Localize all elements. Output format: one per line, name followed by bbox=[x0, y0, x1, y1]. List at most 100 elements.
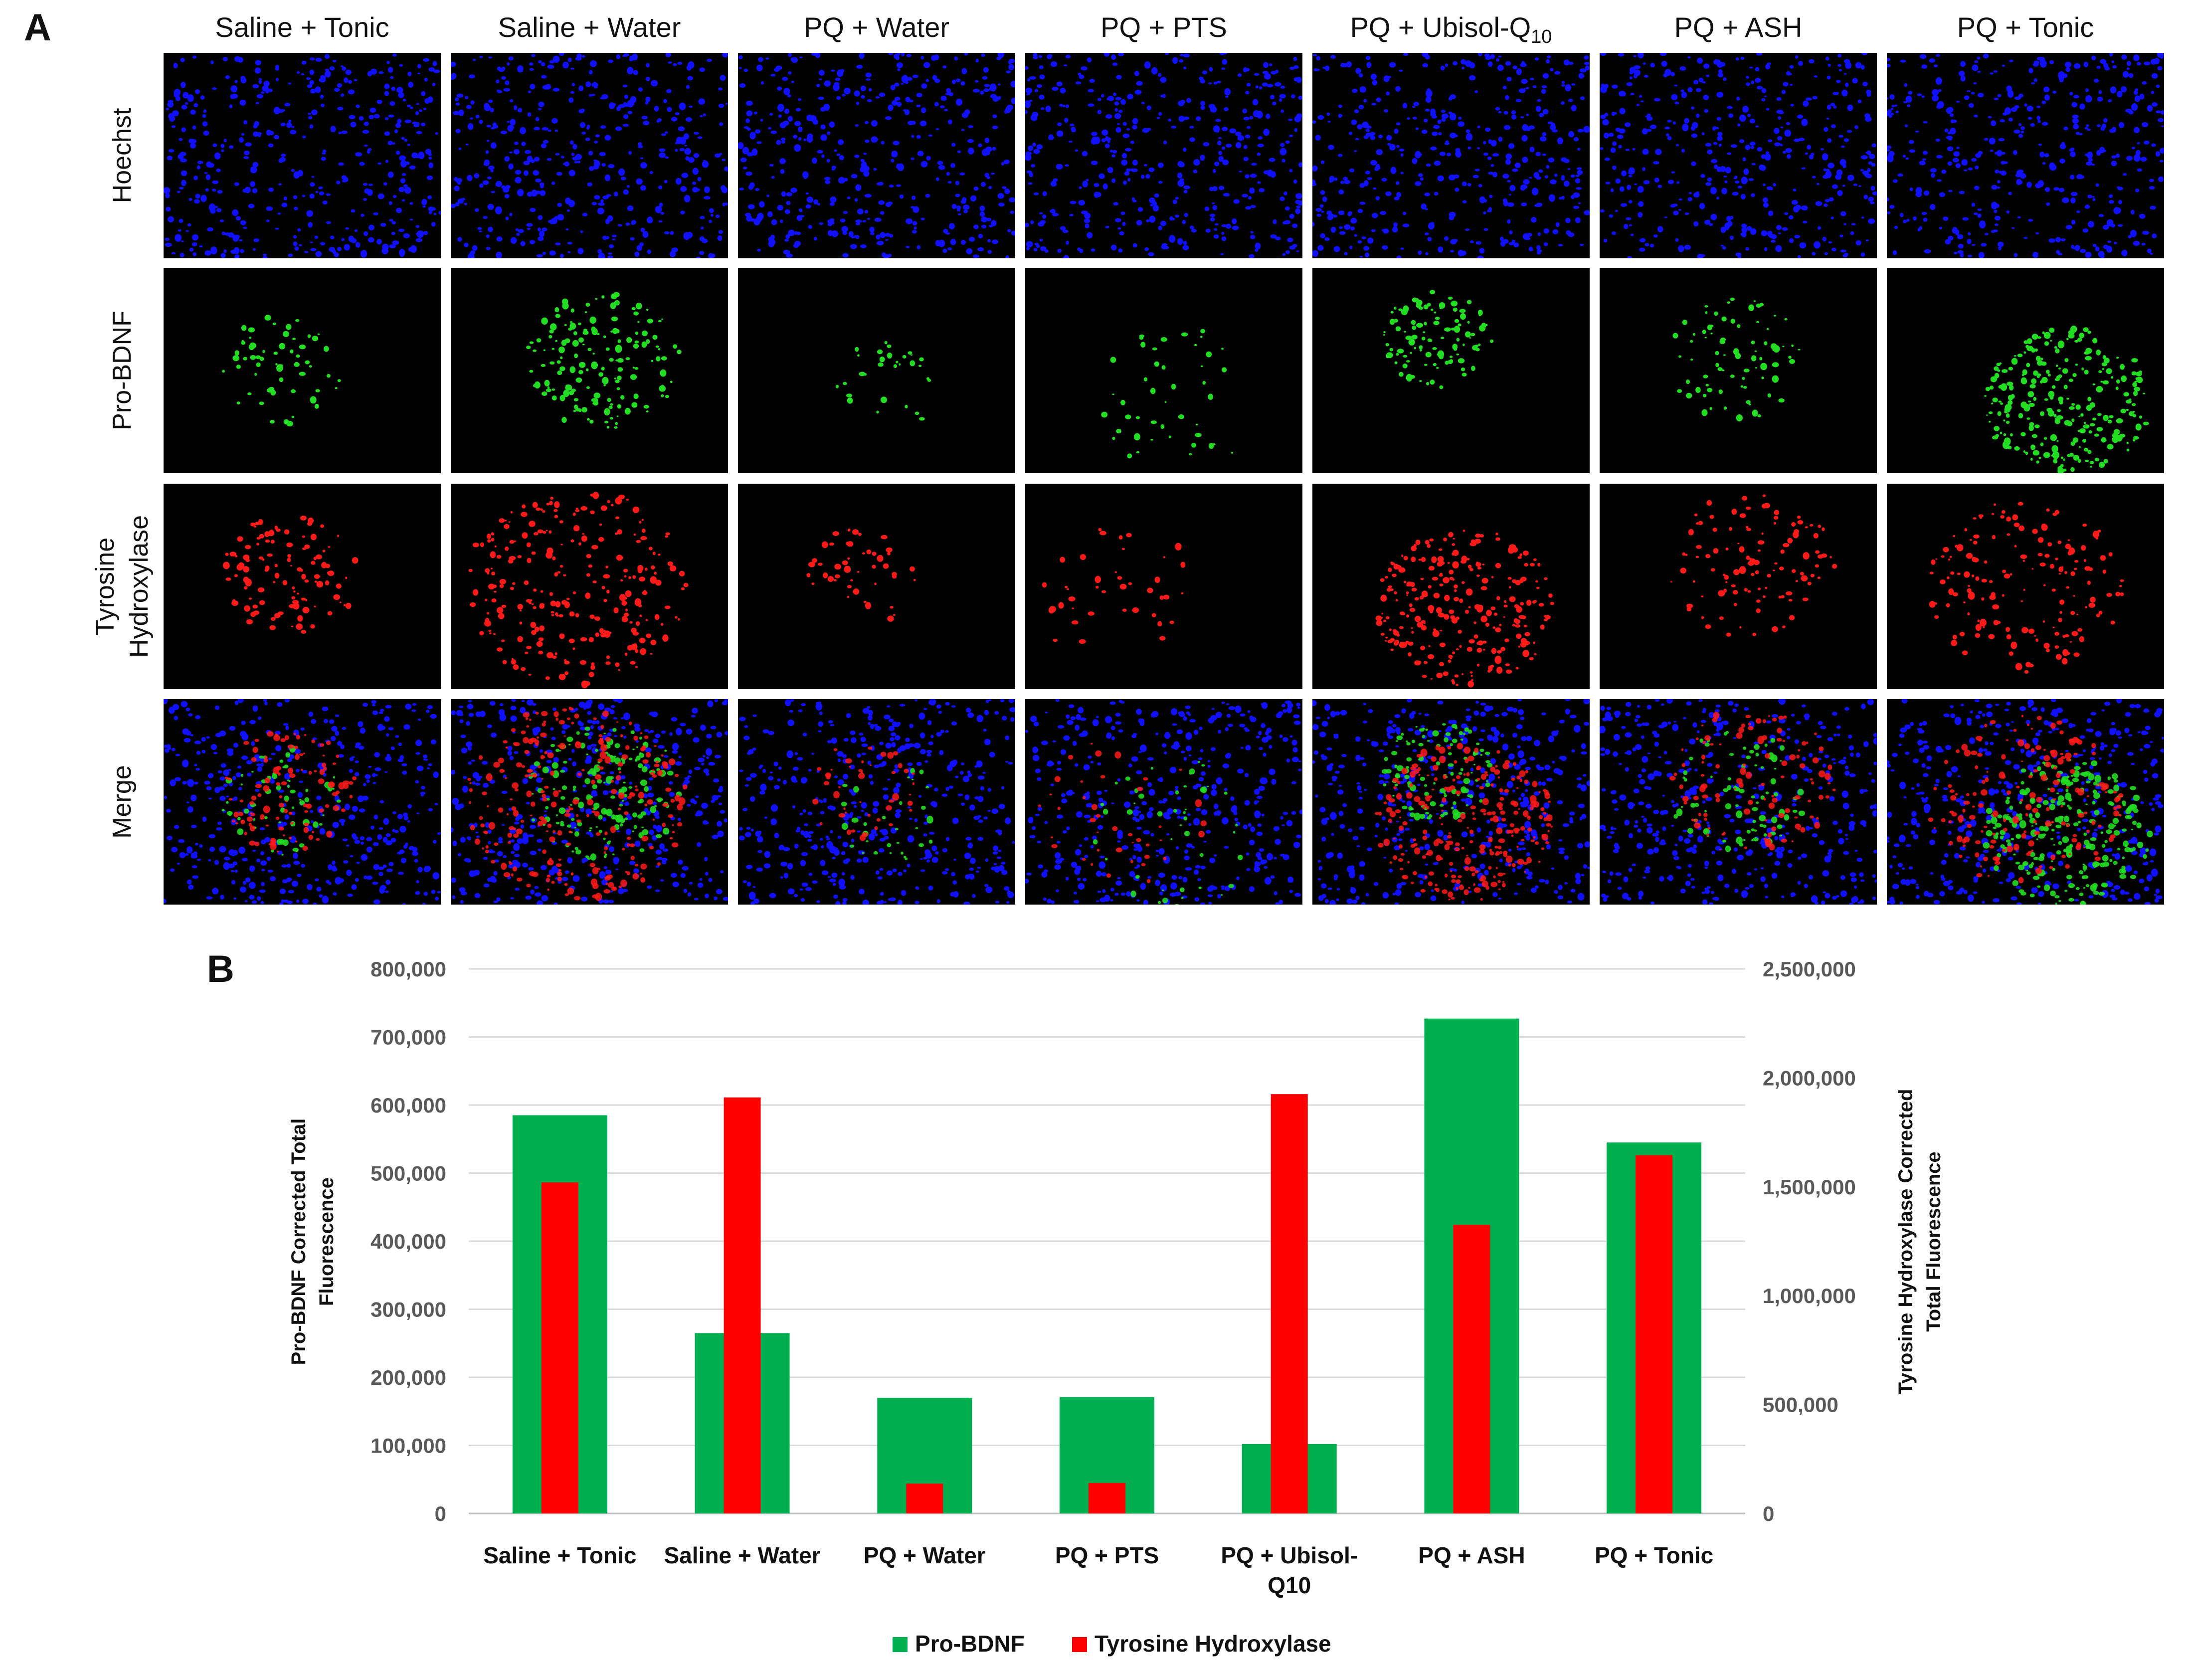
micrograph-image bbox=[1025, 53, 1302, 258]
category-label: Saline + Water bbox=[664, 1542, 821, 1568]
left-tick-label: 100,000 bbox=[370, 1434, 446, 1458]
category-label: PQ + Ubisol- bbox=[1221, 1542, 1358, 1568]
micrograph-image bbox=[1042, 528, 1186, 644]
micrograph-image bbox=[1312, 699, 1590, 905]
micrograph-image bbox=[1375, 530, 1554, 688]
bar-tyrosine-hydroxylase bbox=[541, 1182, 578, 1513]
micrograph bbox=[1600, 484, 1877, 689]
micrograph bbox=[451, 699, 728, 905]
bar-tyrosine-hydroxylase bbox=[906, 1484, 943, 1513]
left-axis-title: Fluorescence bbox=[316, 1177, 338, 1306]
column-header-text: PQ + Ubisol-Q bbox=[1350, 11, 1531, 43]
micrograph-image bbox=[738, 53, 1015, 258]
micrograph-image bbox=[468, 492, 689, 689]
left-tick-label: 400,000 bbox=[370, 1230, 446, 1253]
left-tick-label: 300,000 bbox=[370, 1298, 446, 1321]
micrograph-image bbox=[1672, 297, 1801, 422]
column-header-text: PQ + ASH bbox=[1674, 11, 1803, 43]
legend-label-pro-bdnf: Pro-BDNF bbox=[915, 1631, 1025, 1657]
column-header-text: PQ + PTS bbox=[1100, 11, 1227, 43]
micrograph bbox=[164, 53, 441, 258]
micrograph-image bbox=[1312, 53, 1590, 258]
micrograph-image bbox=[1670, 494, 1837, 637]
column-header: PQ + Ubisol-Q10 bbox=[1312, 11, 1590, 48]
micrograph-image bbox=[806, 528, 916, 622]
micrograph-image bbox=[1929, 502, 2124, 674]
micrograph bbox=[1312, 699, 1590, 905]
column-header: PQ + Tonic bbox=[1887, 11, 2164, 43]
micrograph-image bbox=[223, 516, 359, 634]
micrograph-image bbox=[164, 53, 441, 258]
micrograph bbox=[738, 699, 1015, 905]
micrograph-image bbox=[451, 53, 728, 258]
left-tick-label: 500,000 bbox=[370, 1162, 446, 1185]
micrograph-image bbox=[451, 699, 728, 905]
micrograph bbox=[1887, 699, 2164, 905]
bar-tyrosine-hydroxylase bbox=[1089, 1483, 1125, 1513]
micrograph bbox=[1025, 268, 1302, 473]
micrograph bbox=[164, 699, 441, 905]
micrograph-image bbox=[526, 292, 682, 429]
micrograph bbox=[1312, 53, 1590, 258]
left-tick-label: 200,000 bbox=[370, 1366, 446, 1389]
micrograph-image bbox=[835, 341, 931, 421]
legend-swatch-tyrosine-hydroxylase bbox=[1072, 1637, 1087, 1652]
column-header-text: PQ + Tonic bbox=[1957, 11, 2094, 43]
right-tick-label: 2,000,000 bbox=[1763, 1066, 1856, 1090]
category-label: PQ + Tonic bbox=[1595, 1542, 1713, 1568]
column-header-text: Saline + Water bbox=[498, 11, 681, 43]
micrograph bbox=[1312, 484, 1590, 689]
panel-a-label: A bbox=[24, 6, 51, 49]
right-tick-label: 1,500,000 bbox=[1763, 1175, 1856, 1199]
micrograph bbox=[1600, 53, 1877, 258]
legend-swatch-pro-bdnf bbox=[893, 1637, 908, 1652]
left-tick-label: 800,000 bbox=[370, 957, 446, 981]
micrograph-image bbox=[222, 315, 341, 427]
micrograph-image bbox=[738, 699, 1015, 905]
left-tick-label: 0 bbox=[435, 1502, 446, 1525]
right-tick-label: 1,000,000 bbox=[1763, 1284, 1856, 1307]
right-axis-title: Total Fluorescence bbox=[1923, 1151, 1945, 1332]
micrograph bbox=[1025, 53, 1302, 258]
category-label: PQ + Water bbox=[864, 1542, 986, 1568]
micrograph bbox=[1600, 699, 1877, 905]
category-label: Saline + Tonic bbox=[483, 1542, 636, 1568]
micrograph bbox=[164, 484, 441, 689]
column-header-text: PQ + Water bbox=[803, 11, 949, 43]
micrograph-image bbox=[164, 699, 441, 905]
panel-b-label: B bbox=[207, 948, 234, 990]
micrograph bbox=[1600, 268, 1877, 473]
micrograph bbox=[738, 53, 1015, 258]
category-label: PQ + ASH bbox=[1418, 1542, 1525, 1568]
micrograph-image bbox=[1101, 329, 1233, 459]
column-header: Saline + Tonic bbox=[164, 11, 441, 43]
micrograph bbox=[1887, 484, 2164, 689]
micrograph bbox=[738, 268, 1015, 473]
left-tick-label: 700,000 bbox=[370, 1026, 446, 1049]
right-tick-label: 2,500,000 bbox=[1763, 957, 1856, 981]
bar-tyrosine-hydroxylase bbox=[1636, 1155, 1673, 1513]
column-header: PQ + ASH bbox=[1600, 11, 1877, 43]
bar-tyrosine-hydroxylase bbox=[724, 1097, 761, 1513]
micrograph-image bbox=[1887, 53, 2164, 258]
micrograph bbox=[451, 268, 728, 473]
micrograph bbox=[451, 484, 728, 689]
micrograph bbox=[1312, 268, 1590, 473]
category-label: PQ + PTS bbox=[1055, 1542, 1159, 1568]
right-tick-label: 500,000 bbox=[1763, 1393, 1838, 1417]
micrograph-image bbox=[1383, 290, 1494, 389]
column-header: PQ + PTS bbox=[1025, 11, 1302, 43]
bar-tyrosine-hydroxylase bbox=[1453, 1225, 1490, 1513]
micrograph bbox=[451, 53, 728, 258]
micrograph-image bbox=[1984, 325, 2149, 473]
micrograph bbox=[738, 484, 1015, 689]
bar-tyrosine-hydroxylase bbox=[1271, 1094, 1308, 1513]
micrograph bbox=[1025, 484, 1302, 689]
legend-label-tyrosine-hydroxylase: Tyrosine Hydroxylase bbox=[1094, 1631, 1331, 1657]
micrograph-image bbox=[1887, 699, 2164, 905]
right-axis-title: Tyrosine Hydroxylase Corrected bbox=[1895, 1089, 1917, 1395]
micrograph bbox=[1025, 699, 1302, 905]
micrograph-image bbox=[1600, 699, 1877, 905]
column-header-subscript: 10 bbox=[1531, 26, 1552, 48]
